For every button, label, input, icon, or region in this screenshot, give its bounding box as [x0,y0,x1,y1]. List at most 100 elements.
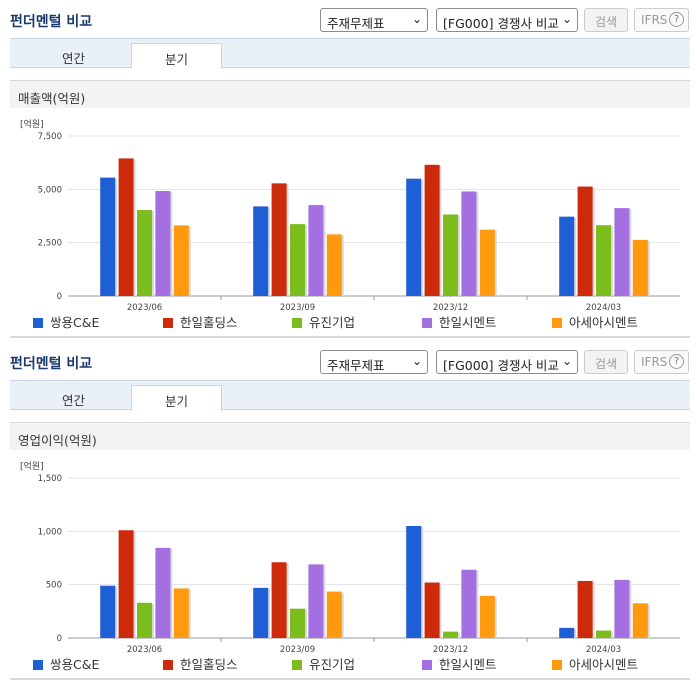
bar[interactable] [253,206,269,296]
legend-swatch [292,660,302,670]
ifrs-button[interactable]: IFRS? [634,350,689,374]
bar[interactable] [271,183,287,296]
x-tick-label: 2024/03 [586,645,621,654]
bar[interactable] [290,224,305,296]
chevron-down-icon: ⌄ [561,12,572,26]
bar[interactable] [253,587,269,638]
x-tick-label: 2023/12 [433,645,468,654]
bar[interactable] [479,595,495,638]
section-title: 매출액(억원) [10,80,690,108]
bar[interactable] [614,208,630,296]
compare-select[interactable]: [FG000] 경쟁사 비교 ⌄ [436,350,578,374]
bar[interactable] [155,547,171,638]
bar[interactable] [308,564,324,638]
search-button[interactable]: 검색 [584,350,628,374]
tab-quarterly[interactable]: 분기 [131,385,222,411]
compare-select[interactable]: [FG000] 경쟁사 비교 ⌄ [436,8,578,32]
bar[interactable] [577,580,593,638]
legend-swatch [552,660,562,670]
panel-header: 펀더멘털 비교 주재무제표 ⌄ [FG000] 경쟁사 비교 ⌄ 검색 IFRS? [0,342,696,380]
legend-item[interactable]: 쌍용C&E [33,654,99,673]
bar[interactable] [308,205,324,296]
bar[interactable] [559,627,575,638]
bar[interactable] [424,164,440,296]
bar[interactable] [137,210,152,296]
search-button[interactable]: 검색 [584,8,628,32]
bar[interactable] [155,191,171,296]
bar[interactable] [461,569,477,638]
legend-item[interactable]: 한일시멘트 [422,654,497,673]
legend-item[interactable]: 아세아시멘트 [552,654,638,673]
legend-swatch [552,318,562,328]
x-tick-label: 2024/03 [586,303,621,312]
x-tick-label: 2023/09 [280,645,315,654]
bar[interactable] [596,630,611,638]
legend-swatch [163,660,173,670]
y-tick-label: 5,000 [38,185,62,195]
chart-legend: 쌍용C&E 한일홀딩스 유진기업 한일시멘트 아세아시멘트 [0,654,696,673]
unit-label: [억원] [20,462,44,472]
tab-annual[interactable]: 연간 [61,51,85,66]
bar[interactable] [479,229,495,296]
legend-item[interactable]: 유진기업 [292,654,355,673]
legend-item[interactable]: 유진기업 [292,312,355,331]
bar[interactable] [577,186,593,296]
legend-swatch [422,660,432,670]
panel-title: 펀더멘털 비교 [10,14,93,30]
bar[interactable] [443,631,458,638]
chevron-down-icon: ⌄ [411,354,422,368]
bar[interactable] [100,177,116,296]
bar[interactable] [173,225,189,296]
x-tick-label: 2023/06 [127,303,162,312]
bar[interactable] [100,585,116,638]
bar[interactable] [118,158,134,296]
bar[interactable] [461,191,477,296]
panel-title: 펀더멘털 비교 [10,356,93,372]
revenue-bar-chart: 0 2,500 5,000 7,500 2023/06 2023/09 2023/12 202… [38,132,680,312]
legend-item[interactable]: 한일홀딩스 [163,654,238,673]
y-tick-label: 0 [57,292,62,302]
x-tick-label: 2023/09 [280,303,315,312]
legend-item[interactable]: 한일홀딩스 [163,312,238,331]
statement-select[interactable]: 주재무제표 ⌄ [320,350,428,374]
bar[interactable] [614,579,630,638]
help-icon[interactable]: ? [669,12,684,27]
bar[interactable] [137,602,152,638]
period-tabs: 연간 분기 [10,380,690,411]
bar[interactable] [596,225,611,296]
legend-swatch [33,318,43,328]
legend-item[interactable]: 쌍용C&E [33,312,99,331]
bar[interactable] [406,178,422,296]
bar[interactable] [443,214,458,296]
bar[interactable] [118,530,134,638]
bar[interactable] [173,588,189,638]
panel-header: 펀더멘털 비교 주재무제표 ⌄ [FG000] 경쟁사 비교 ⌄ 검색 IFRS? [0,0,696,38]
legend-swatch [33,660,43,670]
y-tick-label: 2,500 [38,239,62,249]
bar[interactable] [290,608,305,638]
bar[interactable] [559,216,575,296]
section-title: 영업이익(억원) [10,422,690,450]
divider [10,336,690,338]
statement-select[interactable]: 주재무제표 ⌄ [320,8,428,32]
help-icon[interactable]: ? [669,354,684,369]
chevron-down-icon: ⌄ [561,354,572,368]
bar[interactable] [632,603,648,638]
bar[interactable] [326,234,342,296]
y-tick-label: 1,000 [38,527,62,537]
y-tick-label: 7,500 [38,132,62,142]
bar[interactable] [271,562,287,638]
legend-item[interactable]: 한일시멘트 [422,312,497,331]
legend-item[interactable]: 아세아시멘트 [552,312,638,331]
tab-annual[interactable]: 연간 [61,393,85,408]
bar[interactable] [406,526,422,638]
bar[interactable] [326,591,342,638]
divider [10,678,690,680]
bar[interactable] [424,582,440,638]
bar[interactable] [632,239,648,296]
tab-quarterly[interactable]: 분기 [131,43,222,69]
x-tick-label: 2023/12 [433,303,468,312]
ifrs-button[interactable]: IFRS? [634,8,689,32]
chart-legend: 쌍용C&E 한일홀딩스 유진기업 한일시멘트 아세아시멘트 [0,312,696,331]
unit-label: [억원] [20,120,44,130]
